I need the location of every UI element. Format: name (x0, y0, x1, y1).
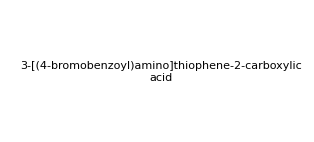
Text: 3-[(4-bromobenzoyl)amino]thiophene-2-carboxylic acid: 3-[(4-bromobenzoyl)amino]thiophene-2-car… (20, 61, 302, 83)
